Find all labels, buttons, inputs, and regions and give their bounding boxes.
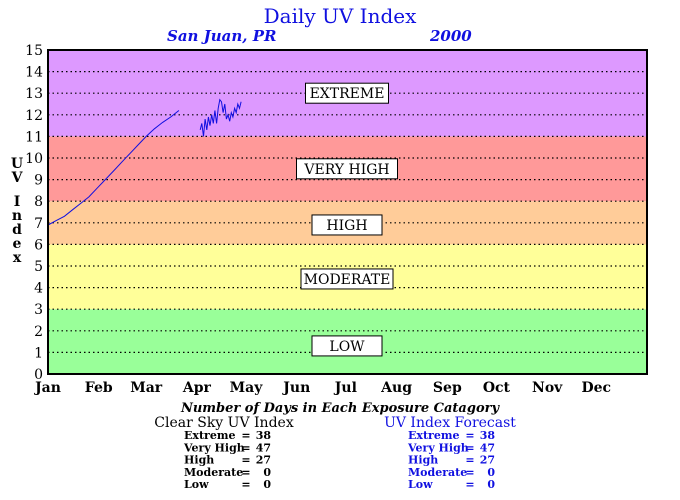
- band-label-box: [305, 82, 389, 104]
- plot-frame: [47, 49, 648, 375]
- table-row-value: 38: [480, 429, 496, 442]
- table-row-value: 0: [487, 478, 495, 491]
- y-tick-label: 6: [34, 237, 43, 253]
- y-tick-label: 7: [34, 216, 43, 232]
- uv-series: [47, 98, 242, 226]
- x-tick-label: Sep: [433, 380, 462, 396]
- y-tick-label: 5: [34, 259, 43, 275]
- y-tick-label: 2: [34, 324, 43, 340]
- table-row-value: 0: [263, 478, 271, 491]
- y-axis-label-letter: x: [13, 250, 22, 266]
- band-label-very-high: VERY HIGH: [303, 162, 389, 178]
- table-row-label: Low: [408, 478, 433, 491]
- band-label-high: HIGH: [326, 218, 367, 234]
- y-tick-label: 15: [25, 43, 43, 59]
- table-row-equals: =: [465, 466, 474, 479]
- x-tick-label: Aug: [380, 380, 412, 396]
- x-tick-label: Nov: [532, 380, 563, 396]
- y-tick-label: 4: [34, 281, 43, 297]
- chart-title: Daily UV Index: [264, 4, 417, 28]
- x-tick-label: Apr: [182, 380, 212, 396]
- band-label-box: [296, 158, 398, 180]
- y-tick-label: 9: [34, 173, 43, 189]
- band-label-low: LOW: [329, 339, 365, 355]
- uv-series-line-2: [199, 98, 242, 137]
- table-row-label: Very High: [407, 441, 469, 454]
- x-tick-labels: Jan Feb Mar Apr May Jun Jul Aug Sep Oct Nov Dec: [33, 380, 611, 396]
- band-label-extreme: EXTREME: [310, 86, 385, 102]
- table-row-equals: =: [241, 478, 250, 491]
- table-row-label: High: [408, 454, 438, 467]
- table-row-equals: =: [465, 478, 474, 491]
- y-axis-label-letter: e: [13, 236, 22, 252]
- table-row-label: Extreme: [408, 429, 459, 442]
- x-tick-label: Oct: [483, 380, 511, 396]
- table-row-value: 0: [487, 466, 495, 479]
- table-row-equals: =: [241, 466, 250, 479]
- table-heading-1: Clear Sky UV Index: [154, 415, 294, 431]
- table-row-value: 47: [256, 441, 271, 454]
- table-row-label: Moderate: [184, 466, 243, 479]
- x-tick-label: Jul: [333, 380, 357, 396]
- y-tick-label: 12: [25, 108, 43, 124]
- table-row-equals: =: [465, 441, 474, 454]
- band-labels: EXTREME VERY HIGH HIGH MODERATE LOW: [296, 82, 398, 357]
- table-row-equals: =: [465, 429, 474, 442]
- x-tick-label: Dec: [581, 380, 611, 396]
- y-tick-label: 1: [34, 345, 43, 361]
- table-row-value: 27: [256, 454, 271, 467]
- y-tick-label: 14: [25, 65, 43, 81]
- band-label-box: [311, 214, 383, 236]
- y-axis-label-letter: I: [14, 194, 21, 210]
- y-tick-label: 13: [25, 86, 43, 102]
- x-tick-label: Jan: [33, 380, 61, 396]
- table-row-label: Extreme: [184, 429, 235, 442]
- y-axis-label-letter: U: [11, 156, 23, 172]
- table-title: Number of Days in Each Exposure Catagory: [180, 401, 500, 416]
- table-row-label: Very High: [183, 441, 245, 454]
- y-tick-label: 10: [25, 151, 43, 167]
- table-row-label: Moderate: [408, 466, 467, 479]
- table-heading-2: UV Index Forecast: [384, 415, 516, 431]
- x-tick-label: Jun: [281, 380, 310, 396]
- band-label-box: [311, 335, 383, 357]
- table-row-label: High: [184, 454, 214, 467]
- y-tick-label: 3: [34, 302, 43, 318]
- table-row-equals: =: [465, 454, 474, 467]
- table-row-value: 0: [263, 466, 271, 479]
- uv-series-line-1: [47, 110, 180, 226]
- x-tick-label: Mar: [130, 380, 163, 396]
- y-tick-label: 8: [34, 194, 43, 210]
- table-row-value: 27: [480, 454, 495, 467]
- table-row-label: Low: [184, 478, 209, 491]
- band-label-moderate: MODERATE: [304, 272, 391, 288]
- chart-subtitle-year: 2000: [429, 27, 472, 45]
- y-tick-label: 0: [34, 367, 43, 383]
- table-row-equals: =: [241, 454, 250, 467]
- gridlines: [48, 70, 647, 353]
- x-tick-label: Feb: [85, 380, 113, 396]
- y-axis-label-letter: d: [12, 222, 22, 238]
- table-row-equals: =: [241, 441, 250, 454]
- y-axis-label-letter: n: [12, 208, 22, 224]
- table-row-value: 38: [256, 429, 272, 442]
- table-row-equals: =: [241, 429, 250, 442]
- y-tick-label: 11: [25, 129, 43, 145]
- chart-subtitle-location: San Juan, PR: [167, 27, 277, 45]
- y-axis-label-letter: V: [11, 170, 24, 186]
- x-tick-label: May: [230, 380, 264, 396]
- table-row-value: 47: [480, 441, 495, 454]
- band-label-box: [300, 268, 394, 290]
